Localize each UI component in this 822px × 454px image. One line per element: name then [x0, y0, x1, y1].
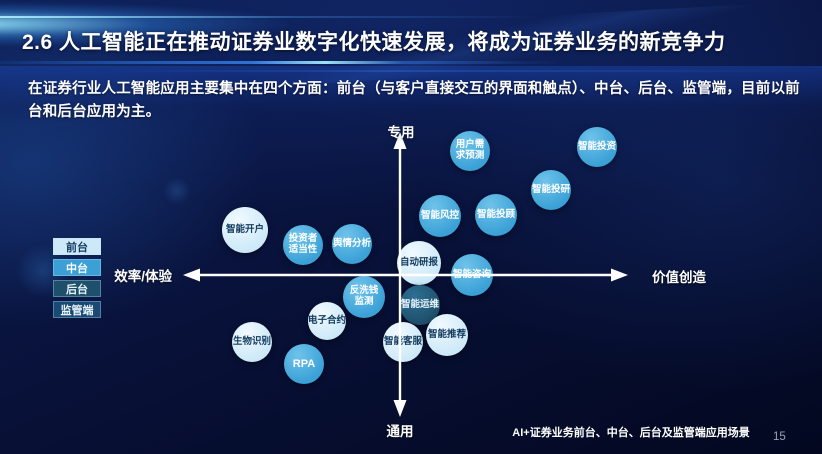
- axis-label-right: 价值创造: [652, 270, 706, 285]
- axis-label-left: 效率/体验: [114, 269, 172, 284]
- light-streak: [0, 16, 540, 18]
- chart-bubble: 智能风控: [419, 195, 461, 237]
- axis-label-top: 专用: [387, 125, 415, 140]
- chart-bubble: 智能咨询: [451, 254, 493, 296]
- axis-label-bottom: 通用: [386, 424, 414, 439]
- legend: 前台 中台 后台 监管端: [53, 238, 101, 322]
- chart-bubble: 智能投顾: [475, 194, 517, 236]
- chart-bubble: 自动研报: [397, 241, 441, 285]
- page-number: 15: [773, 431, 786, 443]
- legend-item-regulator: 监管端: [53, 301, 101, 318]
- title-divider: [0, 61, 560, 64]
- legend-item-mid: 中台: [53, 259, 101, 276]
- background-glow: [162, 176, 192, 206]
- chart-bubble: 智能投资: [577, 127, 617, 167]
- subtitle-banner: [0, 66, 822, 124]
- title-divider-secondary: [110, 70, 822, 72]
- legend-item-back: 后台: [53, 280, 101, 297]
- chart-bubble: 智能推荐: [426, 314, 468, 356]
- chart-bubble: 智能开户: [222, 207, 268, 253]
- chart-caption: AI+证券业务前台、中台、后台及监管端应用场景: [512, 427, 750, 439]
- chart-bubble: 投资者 适当性: [283, 225, 323, 265]
- chart-bubble: 智能投研: [531, 170, 571, 210]
- chart-bubble: 智能客服: [383, 322, 423, 362]
- page-title: 2.6 人工智能正在推动证券业数字化快速发展，将成为证券业务的新竞争力: [22, 31, 726, 54]
- light-flare: [0, 2, 290, 46]
- chart-bubble: 电子合约: [308, 302, 346, 340]
- chart-bubble: 用户需 求预测: [450, 131, 490, 171]
- legend-item-front: 前台: [53, 238, 101, 255]
- chart-bubble: 生物识别: [232, 322, 272, 362]
- subtitle-text: 在证券行业人工智能应用主要集中在四个方面：前台（与客户直接交互的界面和触点）、中…: [28, 81, 800, 120]
- chart-bubble: 反洗钱 监测: [343, 276, 385, 318]
- chart-bubble: RPA: [284, 344, 324, 384]
- chart-bubble: 舆情分析: [332, 224, 372, 264]
